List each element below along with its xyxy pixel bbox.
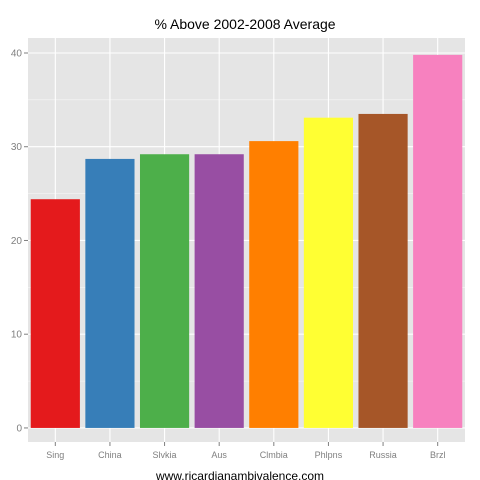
x-tick-label: Aus	[211, 450, 227, 460]
x-tick-label: Phlpns	[315, 450, 343, 460]
x-axis: Sing China Slvkia Aus Clmbia Phlpns Russia Brzl	[46, 442, 445, 460]
bar-brzl	[413, 54, 463, 428]
x-tick-label: China	[98, 450, 122, 460]
x-tick-label: Russia	[369, 450, 397, 460]
bar-russia	[358, 113, 408, 428]
bar-clmbia	[249, 141, 299, 428]
y-tick-label: 20	[11, 236, 23, 247]
x-tick-label: Slvkia	[153, 450, 177, 460]
x-axis-label: www.ricardianambivalence.com	[155, 469, 324, 480]
y-tick-label: 10	[11, 330, 23, 341]
bar-china	[85, 158, 135, 428]
x-tick-label: Brzl	[430, 450, 446, 460]
bar-phlpns	[303, 117, 354, 428]
bar-slvkia	[139, 154, 190, 428]
y-tick-label: 40	[11, 48, 23, 59]
y-axis: 0 10 20 30 40	[11, 48, 28, 434]
x-tick-label: Clmbia	[260, 450, 288, 460]
y-tick-label: 0	[16, 423, 22, 434]
x-tick-label: Sing	[46, 450, 64, 460]
bars	[30, 54, 463, 428]
y-tick-label: 30	[11, 142, 23, 153]
bar-aus	[194, 154, 244, 428]
bar-sing	[30, 199, 80, 428]
chart-title: % Above 2002-2008 Average	[154, 16, 335, 32]
